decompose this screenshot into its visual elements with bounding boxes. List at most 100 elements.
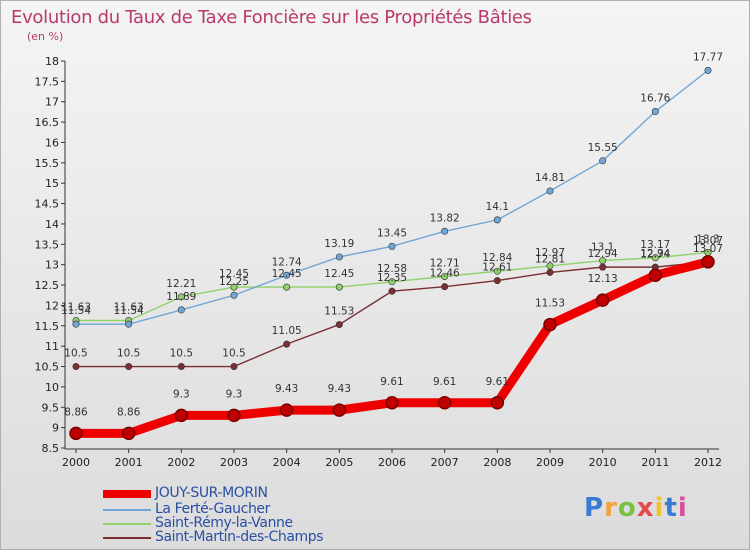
legend-label: Saint-Rémy-la-Vanne: [155, 515, 293, 531]
data-point: [599, 257, 607, 265]
data-point: [385, 396, 399, 410]
y-tick-label: 9.5: [42, 401, 60, 414]
legend-swatch: [103, 509, 151, 511]
x-tick-label: 2004: [273, 456, 301, 469]
data-label: 13.19: [324, 238, 354, 250]
x-tick-label: 2001: [115, 456, 143, 469]
data-label: 11.63: [114, 301, 144, 313]
data-label: 12.61: [482, 262, 512, 274]
data-label: 17.77: [693, 51, 723, 63]
x-tick-label: 2012: [694, 456, 722, 469]
data-label: 11.05: [272, 325, 302, 337]
data-point: [651, 254, 659, 262]
data-point: [125, 320, 133, 328]
data-label: 13.17: [640, 239, 670, 251]
y-tick-label: 13: [45, 259, 59, 272]
data-point: [599, 263, 607, 271]
data-label: 11.54: [114, 305, 144, 317]
data-point: [388, 287, 396, 295]
data-label: 12.45: [219, 268, 249, 280]
x-tick-label: 2007: [431, 456, 459, 469]
data-point: [441, 283, 449, 291]
data-label: 14.1: [486, 201, 509, 213]
y-tick-label: 16.5: [35, 116, 60, 129]
data-point: [546, 187, 554, 195]
data-label: 10.5: [170, 348, 193, 360]
data-label: 12.21: [166, 278, 196, 290]
data-point: [388, 242, 396, 250]
y-tick-label: 10.5: [35, 361, 60, 374]
x-tick-label: 2006: [378, 456, 406, 469]
y-tick-label: 15.5: [35, 157, 60, 170]
data-label: 12.94: [640, 248, 670, 260]
data-label: 12.71: [430, 257, 460, 269]
data-label: 12.25: [219, 276, 249, 288]
data-point: [441, 227, 449, 235]
y-unit-label: (en %): [27, 30, 64, 43]
y-tick-label: 12: [45, 299, 59, 312]
data-point: [490, 396, 505, 410]
x-tick-label: 2003: [220, 456, 248, 469]
legend-swatch: [103, 523, 151, 525]
y-tick-label: 10: [45, 381, 59, 394]
data-point: [493, 267, 501, 275]
data-label: 9.61: [380, 376, 403, 388]
y-tick-label: 11: [45, 340, 59, 353]
data-point: [230, 283, 238, 291]
data-label: 13.45: [377, 227, 407, 239]
y-tick-label: 17.5: [35, 75, 60, 88]
y-tick-label: 17: [45, 96, 59, 109]
data-point: [177, 306, 185, 314]
y-tick-label: 15: [45, 177, 59, 190]
data-point: [332, 403, 347, 417]
data-label: 9.3: [226, 388, 243, 400]
data-label: 12.45: [272, 268, 302, 280]
data-label: 12.94: [588, 248, 618, 260]
data-label: 12.74: [272, 256, 302, 268]
data-label: 12.35: [377, 272, 407, 284]
x-tick-label: 2010: [589, 456, 617, 469]
data-point: [177, 293, 185, 301]
x-tick-label: 2002: [167, 456, 195, 469]
data-label: 15.55: [588, 142, 618, 154]
logo-letter: r: [604, 493, 618, 523]
data-label: 11.53: [324, 306, 354, 318]
data-point: [230, 363, 238, 371]
logo-letter: x: [636, 493, 655, 523]
data-label: 14.81: [535, 172, 565, 184]
data-label: 12.74: [640, 248, 670, 260]
data-point: [441, 272, 449, 280]
data-point: [283, 340, 291, 348]
y-tick-label: 18: [45, 55, 59, 68]
logo-letter: P: [584, 493, 605, 523]
data-label: 13.07: [693, 243, 723, 255]
data-point: [177, 363, 185, 371]
y-tick-label: 8.5: [42, 442, 60, 455]
y-tick-label: 12.5: [35, 279, 60, 292]
data-point: [174, 408, 189, 423]
data-label: 11.89: [166, 291, 196, 303]
data-point: [388, 278, 396, 286]
data-label: 9.43: [328, 383, 351, 395]
data-point: [546, 262, 554, 270]
data-point: [125, 363, 133, 371]
data-label: 10.5: [64, 348, 87, 360]
data-label: 13.82: [430, 212, 460, 224]
data-point: [493, 216, 501, 224]
data-label: 10.5: [117, 348, 140, 360]
proxiti-logo: Proxiti: [584, 493, 688, 523]
data-label: 13.07: [693, 235, 723, 247]
data-label: 11.53: [535, 298, 565, 310]
x-tick-label: 2005: [325, 456, 353, 469]
legend-swatch: [103, 490, 151, 498]
data-point: [230, 291, 238, 299]
data-point: [69, 426, 83, 441]
data-point: [546, 268, 554, 276]
data-label: 12.81: [535, 253, 565, 265]
data-point: [335, 321, 343, 329]
data-label: 13.3: [696, 233, 719, 245]
y-tick-label: 16: [45, 136, 59, 149]
logo-letter: o: [617, 493, 637, 523]
data-label: 9.61: [433, 376, 456, 388]
data-label: 12.58: [377, 263, 407, 275]
